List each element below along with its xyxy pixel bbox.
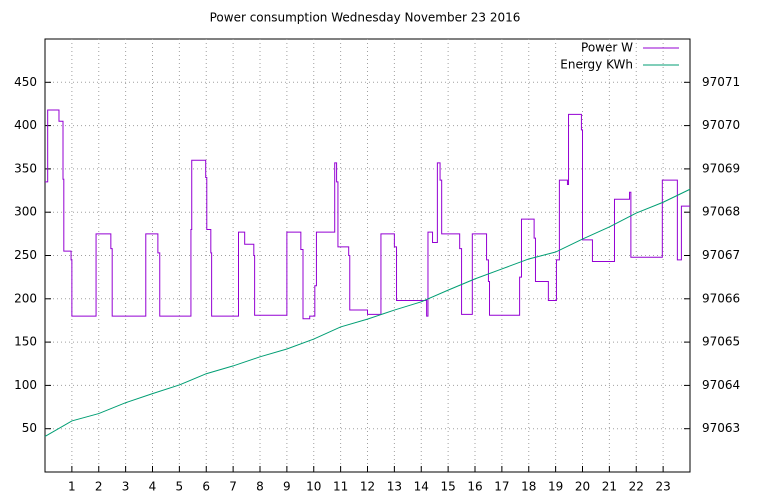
x-tick-label: 2 [95,480,103,494]
y2-tick-label: 97069 [702,161,740,175]
legend-label: Power W [581,41,633,55]
x-tick-label: 1 [68,480,76,494]
x-tick-label: 7 [229,480,237,494]
x-tick-label: 20 [575,480,590,494]
y-tick-label: 100 [14,378,37,392]
y2-tick-label: 97071 [702,75,740,89]
x-tick-label: 19 [548,480,563,494]
x-tick-label: 13 [387,480,402,494]
series-line [45,109,690,320]
x-tick-label: 4 [149,480,157,494]
x-tick-label: 6 [202,480,210,494]
x-tick-label: 23 [655,480,670,494]
series-line [44,188,691,437]
y-tick-label: 250 [14,248,37,262]
chart-title: Power consumption Wednesday November 23 … [210,11,521,25]
y-tick-label: 50 [22,421,37,435]
x-tick-label: 15 [440,480,455,494]
x-tick-label: 22 [629,480,644,494]
x-tick-label: 9 [283,480,291,494]
x-tick-label: 5 [176,480,184,494]
y2-tick-label: 97070 [702,118,740,132]
y-tick-label: 400 [14,118,37,132]
y2-tick-label: 97067 [702,248,740,262]
x-tick-label: 21 [602,480,617,494]
y-tick-label: 300 [14,205,37,219]
x-tick-label: 17 [494,480,509,494]
y-tick-label: 350 [14,161,37,175]
x-tick-label: 18 [521,480,536,494]
x-tick-label: 8 [256,480,264,494]
y-tick-label: 150 [14,335,37,349]
legend-label: Energy KWh [560,58,633,72]
x-tick-label: 14 [414,480,429,494]
x-tick-label: 16 [467,480,482,494]
x-tick-label: 11 [333,480,348,494]
y2-tick-label: 97064 [702,378,740,392]
y2-tick-label: 97065 [702,335,740,349]
x-tick-label: 10 [306,480,321,494]
y2-tick-label: 97068 [702,205,740,219]
x-tick-label: 3 [122,480,130,494]
y-tick-label: 450 [14,75,37,89]
y2-tick-label: 97066 [702,291,740,305]
y-tick-label: 200 [14,291,37,305]
x-tick-label: 12 [360,480,375,494]
y2-tick-label: 97063 [702,421,740,435]
